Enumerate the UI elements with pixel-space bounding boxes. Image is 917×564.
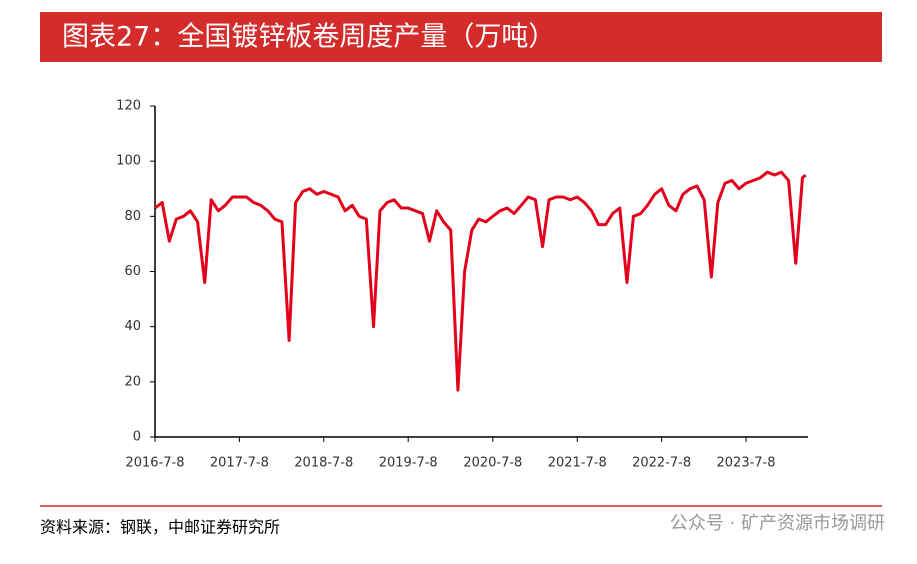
x-tick-label: 2020-7-8 bbox=[463, 456, 522, 471]
line bbox=[154, 170, 807, 392]
y-tick-label: 80 bbox=[124, 209, 141, 224]
y-tick-label: 60 bbox=[124, 264, 141, 279]
chart-title: 图表27：全国镀锌板卷周度产量（万吨） bbox=[62, 22, 555, 53]
y-tick-label: 20 bbox=[124, 374, 141, 389]
x-tick-label: 2023-7-8 bbox=[717, 456, 776, 471]
x-tick-label: 2019-7-8 bbox=[379, 456, 438, 471]
x-tick-label: 2018-7-8 bbox=[294, 456, 353, 471]
x-tick-label: 2021-7-8 bbox=[548, 456, 607, 471]
x-tick-label: 2022-7-8 bbox=[632, 456, 691, 471]
y-tick-label: 120 bbox=[116, 99, 141, 114]
x-tick-label: 2016-7-8 bbox=[125, 456, 184, 471]
title-bar bbox=[40, 12, 882, 62]
y-tick-label: 0 bbox=[133, 430, 141, 445]
x-tick-label: 2017-7-8 bbox=[210, 456, 269, 471]
y-tick-label: 100 bbox=[116, 154, 141, 169]
source: 资料来源：钢联，中邮证券研究所 bbox=[40, 518, 280, 537]
y-tick-label: 40 bbox=[124, 319, 141, 334]
watermark: 公众号 · 矿产资源市场调研 bbox=[670, 513, 885, 534]
